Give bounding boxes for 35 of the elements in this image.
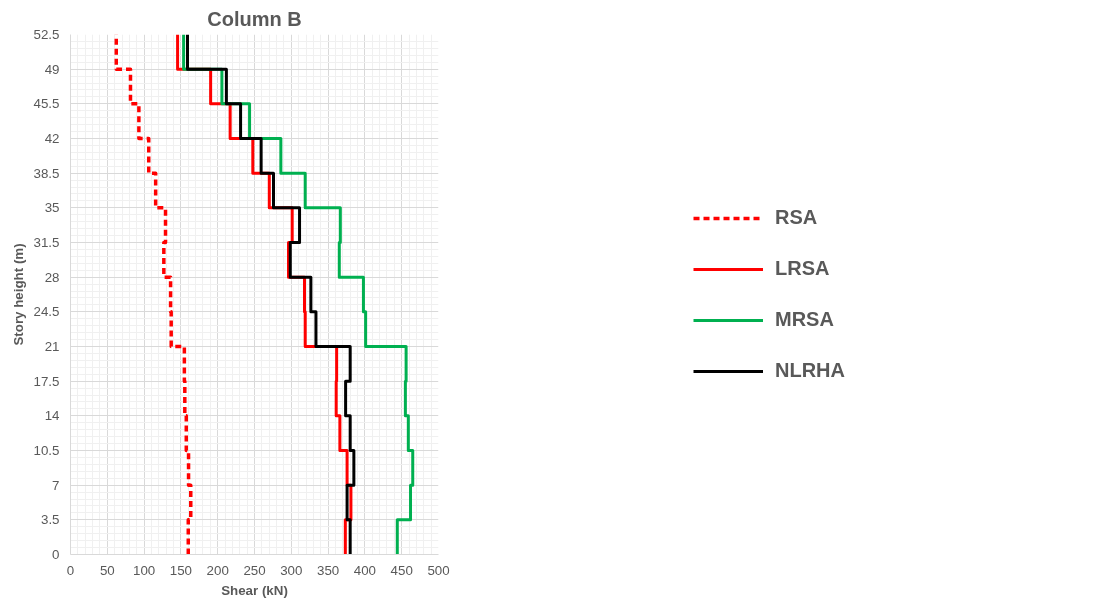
chart-title: Column B (207, 7, 302, 30)
x-tick-label: 400 (353, 562, 377, 578)
x-tick-label: 100 (132, 562, 156, 578)
y-tick-label: 7 (52, 477, 60, 493)
x-tick-label: 200 (206, 562, 229, 578)
x-tick-label: 0 (66, 562, 75, 578)
y-tick-label: 31.5 (33, 235, 60, 250)
y-tick-label: 35 (44, 200, 60, 216)
y-tick-label: 49 (44, 61, 60, 77)
x-tick-label: 350 (316, 562, 340, 578)
x-tick-label: 300 (280, 562, 303, 578)
y-tick-label: 14 (44, 408, 61, 424)
line-series (182, 34, 415, 555)
y-tick-label: 21 (44, 339, 60, 354)
y-tick-label: 17.5 (33, 373, 60, 389)
y-tick-label: 3.5 (40, 512, 60, 528)
y-tick-label: 28 (44, 269, 60, 285)
y-axis-title: Story height (m) (10, 243, 26, 346)
legend-label: RSA (775, 206, 818, 229)
x-tick-label: 250 (243, 562, 266, 578)
y-tick-label: 52.5 (33, 27, 60, 42)
y-tick-label: 45.5 (33, 96, 60, 112)
x-tick-label: 50 (99, 562, 115, 578)
legend-label: LRSA (775, 257, 830, 280)
x-tick-label: 150 (169, 562, 193, 578)
x-axis-title: Shear (kN) (221, 582, 288, 598)
y-tick-label: 10.5 (33, 443, 60, 458)
legend-label: MRSA (775, 308, 834, 331)
y-tick-label: 24.5 (33, 304, 60, 320)
y-tick-label: 38.5 (33, 165, 60, 181)
x-tick-label: 450 (390, 562, 413, 578)
legend-label: NLRHA (775, 359, 845, 382)
y-tick-label: 42 (44, 131, 60, 146)
y-tick-label: 0 (52, 547, 60, 562)
x-tick-label: 500 (427, 562, 450, 578)
